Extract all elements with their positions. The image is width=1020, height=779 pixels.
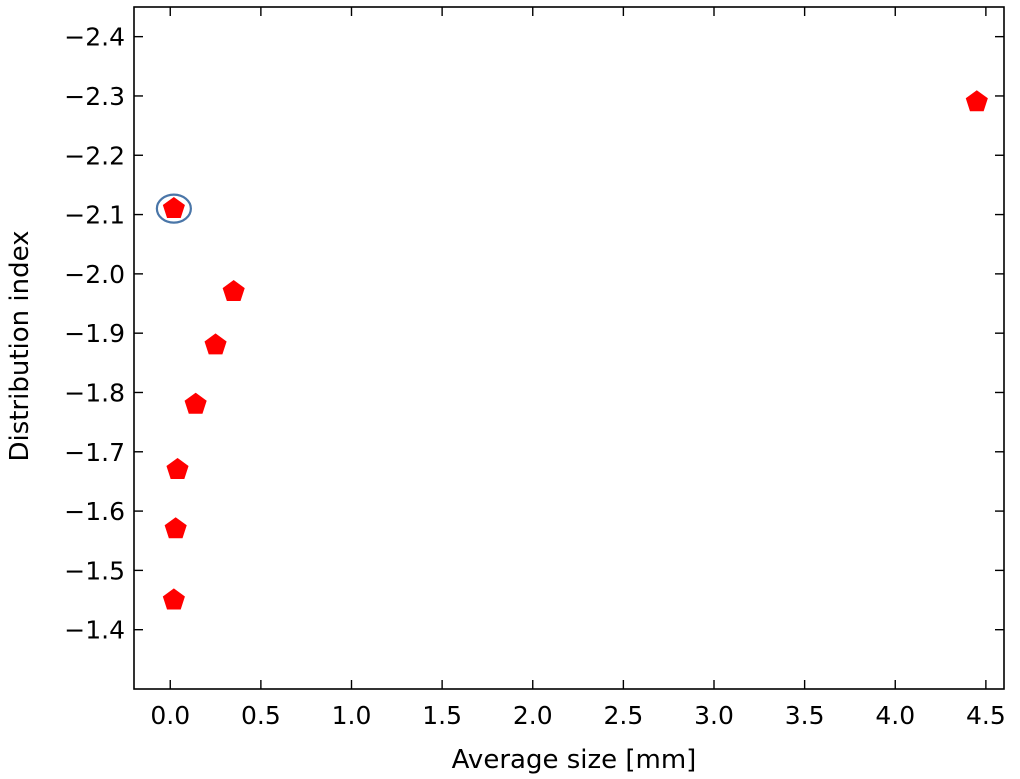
plot-area [133,6,1005,690]
x-tick-label: 2.5 [603,701,643,730]
data-point [166,457,189,479]
x-tick-label: 1.0 [332,701,372,730]
y-tick-label: −2.0 [64,260,125,289]
x-tick-label: 4.0 [875,701,915,730]
x-axis-ticks: 0.0 0.5 1.0 1.5 2.0 2.5 3.0 3.5 4.0 4.5 [150,7,1006,730]
y-axis-label: Distribution index [5,230,35,461]
x-tick-label: 1.5 [422,701,462,730]
y-tick-label: −2.1 [64,201,125,230]
x-tick-label: 0.5 [241,701,281,730]
x-tick-label: 2.0 [513,701,553,730]
y-tick-label: −1.9 [64,319,125,348]
data-point [162,197,185,219]
x-tick-label: 3.5 [785,701,825,730]
data-point [164,517,187,539]
data-point [204,333,227,355]
data-point [184,392,207,414]
y-tick-label: −2.3 [64,82,125,111]
x-tick-label: 3.0 [694,701,734,730]
y-tick-label: −1.6 [64,497,125,526]
y-axis-ticks: −2.4 −2.3 −2.2 −2.1 −2.0 −1.9 −1.8 −1.7 −1.6 −1.5… [64,23,1004,645]
highlight-circle [155,193,192,224]
plot-frame [133,6,1005,690]
y-tick-label: −1.4 [64,616,125,645]
y-tick-label: −1.8 [64,378,125,407]
y-tick-label: −1.7 [64,438,125,467]
y-tick-label: −1.5 [64,556,125,585]
data-markers [155,90,988,610]
y-tick-label: −2.4 [64,23,125,52]
data-point [222,280,245,302]
x-tick-label: 4.5 [966,701,1006,730]
data-point [162,588,185,610]
x-axis-label: Average size [mm] [452,745,697,775]
data-point [965,90,988,112]
x-tick-label: 0.0 [150,701,190,730]
y-tick-label: −2.2 [64,141,125,170]
